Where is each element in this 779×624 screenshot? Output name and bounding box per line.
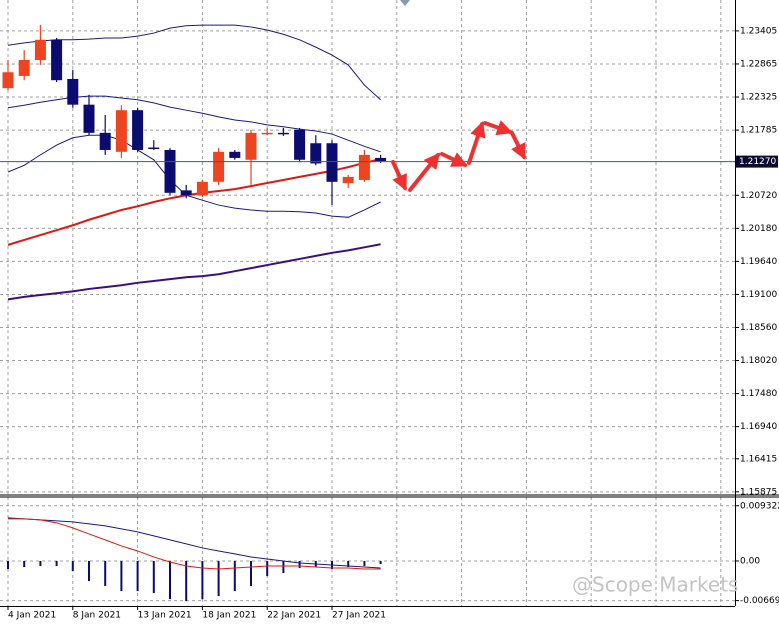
x-tick-label: 8 Jan 2021 bbox=[73, 611, 121, 621]
arrow bbox=[408, 152, 440, 192]
plot bbox=[0, 24, 735, 602]
y-tick-label: 1.19640 bbox=[740, 257, 777, 267]
y-tick-label: 1.21785 bbox=[740, 126, 777, 136]
indicator-line bbox=[7, 243, 381, 301]
indicator-line bbox=[8, 518, 381, 570]
y-tick-label: 1.17480 bbox=[740, 389, 777, 399]
x-tick-label: 4 Jan 2021 bbox=[8, 611, 56, 621]
histogram-bar bbox=[88, 560, 90, 582]
arrow bbox=[440, 152, 468, 167]
candle-body bbox=[245, 132, 257, 160]
histogram-bar bbox=[233, 560, 236, 592]
histogram-bar bbox=[104, 560, 107, 587]
arrow bbox=[391, 160, 407, 191]
candle-body bbox=[229, 151, 241, 158]
y-tick-label: 0.00 bbox=[740, 556, 760, 566]
histogram-bar bbox=[266, 560, 269, 577]
histogram-bar bbox=[136, 560, 139, 592]
indicator-line bbox=[7, 158, 381, 246]
candle-body bbox=[326, 143, 338, 182]
forecast-arrows bbox=[391, 120, 526, 192]
candle-body bbox=[67, 78, 79, 105]
histogram-bar bbox=[201, 560, 204, 600]
histogram-bar bbox=[363, 560, 366, 567]
histogram-bar bbox=[23, 560, 26, 568]
watermark: @Scope Markets bbox=[572, 573, 738, 597]
y-tick-label: 1.19100 bbox=[740, 290, 777, 300]
arrow bbox=[510, 131, 526, 160]
arrow bbox=[467, 120, 486, 165]
axes: 1.23405 1.22865 1.22325 1.21785 1.20720 1.201… bbox=[7, 26, 779, 621]
candle-body bbox=[83, 104, 95, 133]
y-tick-label: -0.006690 bbox=[740, 596, 779, 606]
x-tick-label: 18 Jan 2021 bbox=[202, 611, 256, 621]
candle-body bbox=[115, 110, 127, 152]
candle-body bbox=[277, 132, 289, 135]
histogram-bar bbox=[152, 560, 155, 594]
candle-body bbox=[310, 143, 322, 164]
x-tick-label: 13 Jan 2021 bbox=[138, 611, 192, 621]
candle-body bbox=[196, 181, 208, 196]
y-tick-label: 1.23405 bbox=[740, 26, 777, 36]
histogram-bar bbox=[55, 560, 58, 567]
histogram-bar bbox=[7, 560, 9, 570]
candle-body bbox=[164, 149, 176, 193]
histogram-bar bbox=[298, 560, 301, 569]
candle-body bbox=[294, 129, 306, 160]
indicator-line bbox=[7, 517, 381, 569]
x-tick-label: 22 Jan 2021 bbox=[267, 611, 321, 621]
histogram-bar bbox=[282, 560, 285, 574]
candle-body bbox=[148, 147, 160, 150]
candle-body bbox=[18, 59, 30, 76]
candle-body bbox=[342, 176, 354, 184]
histogram-bar bbox=[39, 560, 42, 567]
x-tick-label: 27 Jan 2021 bbox=[332, 611, 386, 621]
histogram-bar bbox=[250, 560, 252, 587]
grid bbox=[0, 0, 735, 606]
last-price-box bbox=[736, 155, 778, 168]
candle-body bbox=[132, 110, 144, 150]
candle-body bbox=[51, 39, 63, 81]
y-tick-label: 1.16940 bbox=[740, 422, 777, 432]
shift-marker bbox=[400, 0, 410, 6]
candle-body bbox=[261, 132, 273, 135]
histogram-bar bbox=[347, 560, 350, 568]
candle-body bbox=[34, 39, 46, 60]
candle-body bbox=[375, 157, 387, 161]
last-price-label: 1.21270 bbox=[739, 157, 776, 167]
indicator-line bbox=[7, 134, 381, 218]
histogram-bar bbox=[169, 560, 171, 600]
y-tick-label: 1.15875 bbox=[740, 487, 777, 497]
y-tick-label: 1.22865 bbox=[740, 59, 777, 69]
indicator-line bbox=[7, 24, 381, 101]
histogram-bar bbox=[120, 560, 123, 592]
candle-body bbox=[99, 132, 111, 150]
candle-body bbox=[358, 154, 370, 180]
y-tick-label: 1.18020 bbox=[740, 356, 777, 366]
y-tick-label: 1.22325 bbox=[740, 93, 777, 103]
histogram-bar bbox=[379, 560, 382, 564]
histogram-bar bbox=[217, 560, 220, 597]
candle-body bbox=[2, 72, 14, 89]
candle-body bbox=[213, 151, 225, 182]
histogram-bar bbox=[185, 560, 188, 602]
y-tick-label: 1.18560 bbox=[740, 323, 777, 333]
histogram-bar bbox=[71, 560, 74, 571]
arrow bbox=[483, 120, 514, 136]
y-tick-label: 1.16415 bbox=[740, 454, 777, 464]
y-tick-label: 1.20720 bbox=[740, 191, 777, 201]
candle-body bbox=[180, 190, 192, 196]
y-tick-label: 0.009322 bbox=[740, 501, 779, 511]
y-tick-label: 1.20180 bbox=[740, 224, 777, 234]
